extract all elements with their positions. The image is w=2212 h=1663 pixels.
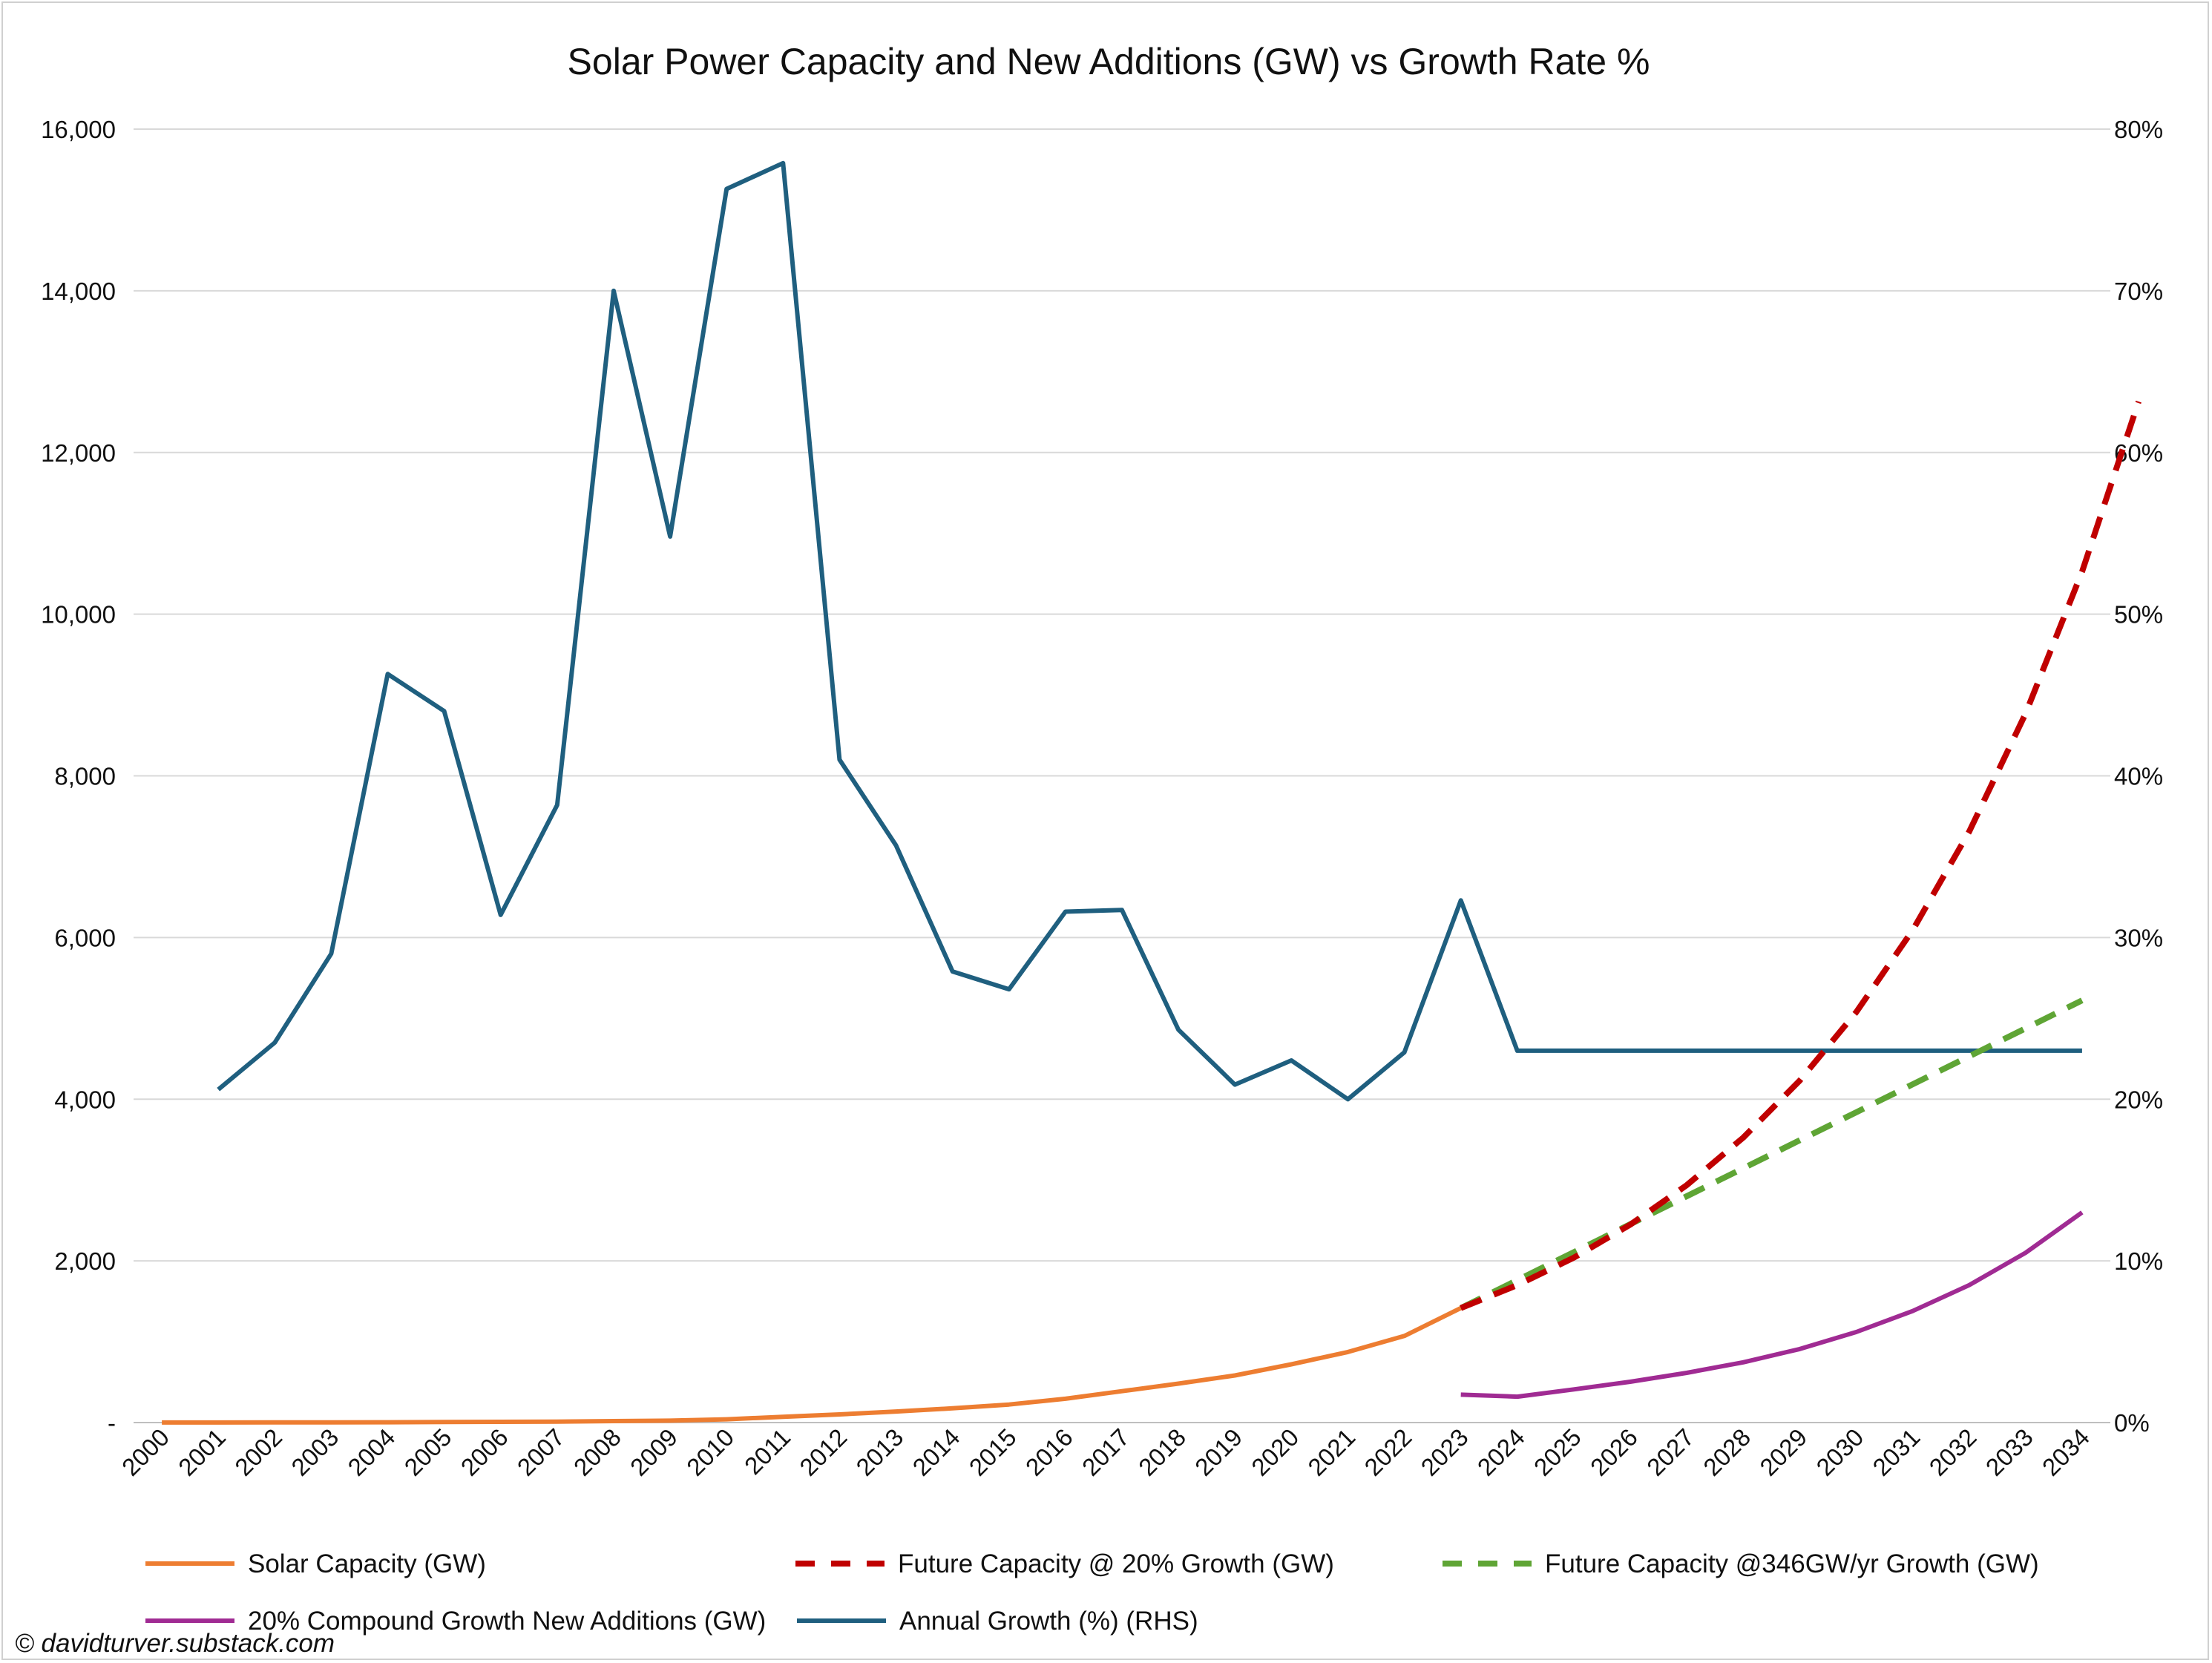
gridlines: [134, 128, 2110, 1262]
x-tick-label: 2013: [850, 1423, 908, 1481]
x-tick-label: 2006: [456, 1423, 513, 1481]
x-tick-label: 2019: [1189, 1423, 1247, 1481]
x-tick-label: 2034: [2037, 1423, 2095, 1481]
x-tick-label: 2009: [625, 1423, 683, 1481]
left-tick-label: 6,000: [54, 924, 116, 951]
x-tick-label: 2023: [1416, 1423, 1474, 1481]
x-tick-label: 2027: [1641, 1423, 1699, 1481]
right-tick-label: 40%: [2114, 763, 2163, 790]
x-tick-label: 2018: [1133, 1423, 1191, 1481]
x-tick-label: 2007: [512, 1423, 570, 1481]
series-line-2: [1459, 997, 2084, 1311]
x-tick-label: 2024: [1472, 1423, 1530, 1481]
x-tick-label: 2025: [1529, 1423, 1586, 1481]
right-axis-ticks: 0%10%20%30%40%50%60%70%80%: [2114, 116, 2163, 1437]
x-tick-label: 2005: [398, 1423, 456, 1481]
right-tick-label: 0%: [2114, 1409, 2150, 1437]
x-tick-label: 2021: [1302, 1423, 1360, 1481]
x-tick-label: 2016: [1020, 1423, 1078, 1481]
chart: Solar Power Capacity and New Additions (…: [15, 41, 2163, 1658]
x-tick-label: 2010: [681, 1423, 739, 1481]
x-tick-label: 2015: [964, 1423, 1022, 1481]
left-tick-label: 2,000: [54, 1247, 116, 1275]
x-tick-label: 2031: [1867, 1423, 1925, 1481]
series-line-1: [1460, 400, 2142, 1311]
left-tick-label: 16,000: [41, 116, 116, 143]
x-tick-label: 2012: [794, 1423, 852, 1481]
x-tick-label: 2030: [1811, 1423, 1868, 1481]
x-tick-label: 2000: [116, 1423, 174, 1481]
chart-title: Solar Power Capacity and New Additions (…: [568, 41, 1650, 82]
right-tick-label: 50%: [2114, 601, 2163, 629]
x-tick-label: 2020: [1246, 1423, 1304, 1481]
series-layer: [162, 160, 2142, 1425]
x-tick-label: 2014: [908, 1423, 965, 1481]
legend-label: Solar Capacity (GW): [248, 1549, 486, 1578]
x-tick-label: 2008: [568, 1423, 626, 1481]
legend-label: Future Capacity @ 20% Growth (GW): [898, 1549, 1334, 1578]
x-tick-label: 2004: [342, 1423, 400, 1481]
credit-text: © davidturver.substack.com: [15, 1629, 335, 1658]
right-tick-label: 70%: [2114, 278, 2163, 305]
left-tick-label: 14,000: [41, 278, 116, 305]
left-tick-label: 12,000: [41, 439, 116, 467]
left-tick-label: 4,000: [54, 1086, 116, 1113]
left-tick-label: 10,000: [41, 601, 116, 629]
right-tick-label: 30%: [2114, 924, 2163, 951]
legend-label: Future Capacity @346GW/yr Growth (GW): [1545, 1549, 2039, 1578]
x-tick-label: 2003: [286, 1423, 344, 1481]
x-tick-label: 2029: [1754, 1423, 1812, 1481]
legend-label: Annual Growth (%) (RHS): [899, 1607, 1198, 1636]
series-line-4: [217, 160, 2082, 1102]
right-tick-label: 80%: [2114, 116, 2163, 143]
left-tick-label: 8,000: [54, 763, 116, 790]
left-tick-label: -: [108, 1409, 116, 1437]
legend-label: 20% Compound Growth New Additions (GW): [248, 1607, 766, 1636]
x-tick-label: 2001: [173, 1423, 231, 1481]
x-tick-label: 2026: [1585, 1423, 1643, 1481]
x-tick-label: 2033: [1980, 1423, 2038, 1481]
series-line-3: [1460, 1210, 2084, 1400]
x-tick-label: 2011: [739, 1423, 795, 1480]
x-tick-label: 2028: [1698, 1423, 1756, 1481]
right-tick-label: 10%: [2114, 1247, 2163, 1275]
right-tick-label: 20%: [2114, 1086, 2163, 1113]
x-tick-label: 2022: [1359, 1423, 1417, 1481]
series-line-0: [162, 1306, 1463, 1425]
x-axis-ticks: 2000200120022003200420052006200720082009…: [116, 1423, 2095, 1481]
x-tick-label: 2002: [229, 1423, 287, 1481]
left-axis-ticks: - 2,000 4,000 6,000 8,000 10,000 12,000 14,000 1…: [41, 116, 116, 1437]
x-tick-label: 2017: [1077, 1423, 1135, 1481]
x-tick-label: 2032: [1924, 1423, 1982, 1481]
legend: Solar Capacity (GW) Future Capacity @ 20%…: [145, 1549, 2039, 1636]
